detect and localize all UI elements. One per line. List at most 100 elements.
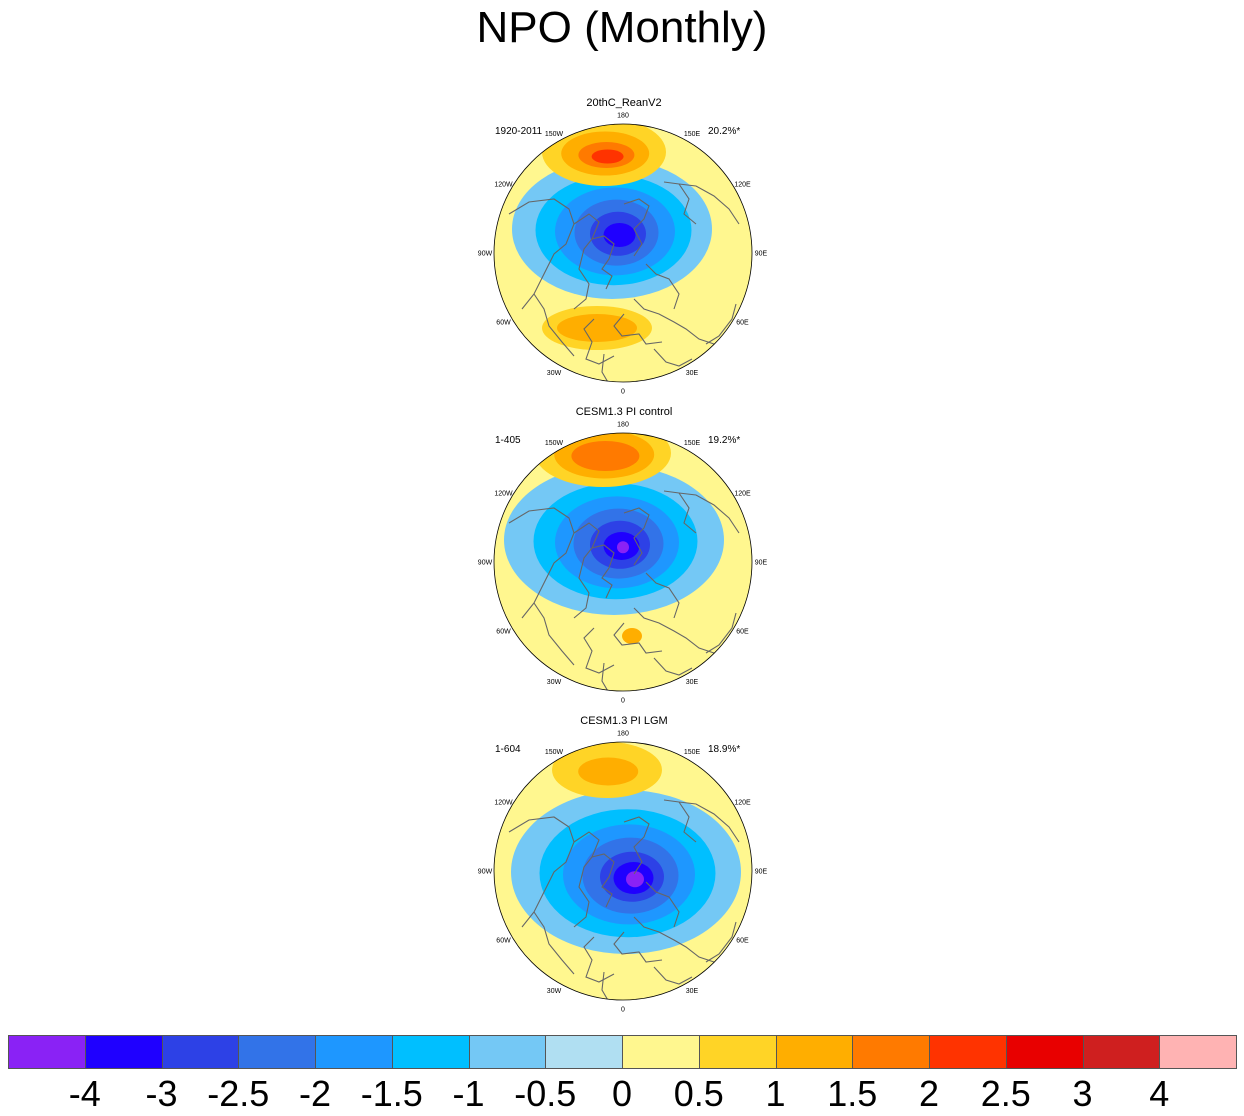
contour-neg--4: [617, 541, 629, 554]
colorbar-tick-label: 0.5: [673, 1073, 724, 1114]
colorbar-swatch: [545, 1035, 623, 1069]
panel-20thc-reanv2: 20thC_ReanV2 1920-2011 20.2%* 180 150E 120…: [474, 97, 774, 404]
colorbar-swatch: [852, 1035, 930, 1069]
panel-variance: 18.9%*: [708, 744, 741, 755]
longitude-label: 30W: [547, 370, 562, 377]
longitude-label: 150E: [684, 440, 701, 447]
coastline: [663, 490, 740, 534]
longitude-label: 60W: [496, 320, 511, 327]
map-boundary: [493, 741, 753, 1001]
longitude-label: 30E: [686, 370, 699, 377]
colorbar-tick-label: -0.5: [514, 1073, 577, 1114]
longitude-label: 120W: [494, 491, 513, 498]
colorbar-swatch: [622, 1035, 700, 1069]
longitude-label: 60E: [736, 320, 749, 327]
coastline: [573, 213, 600, 310]
coastline: [573, 522, 600, 619]
panel-cesm-pi-control: CESM1.3 PI control 1-405 19.2%* 180 150E 1…: [474, 406, 774, 713]
longitude-label: 150E: [684, 131, 701, 138]
panel-variance: 20.2%*: [708, 126, 741, 137]
longitude-label: 90W: [478, 560, 493, 567]
colorbar: [8, 1035, 1237, 1069]
longitude-label: 0: [621, 1007, 625, 1014]
panel-period: 1-405: [495, 435, 521, 446]
coastline: [623, 507, 650, 566]
coastline: [645, 881, 680, 928]
longitude-label: 120E: [734, 800, 751, 807]
colorbar-swatch: [1005, 1035, 1084, 1069]
longitude-label: 60E: [736, 938, 749, 945]
colorbar-tick-label: -4: [68, 1073, 101, 1114]
longitude-label: 30E: [686, 679, 699, 686]
polar-map: 180 150E 120E 90E 60E 30E 0 30W 60W 90W 120W 150W: [478, 731, 768, 1014]
coastline: [705, 303, 737, 345]
colorbar-tick-label: 4: [1149, 1073, 1170, 1114]
coastline: [645, 572, 680, 619]
coastline: [653, 657, 693, 676]
contour-field: [508, 742, 741, 1000]
coastline: [583, 936, 615, 983]
longitude-label: 60W: [496, 938, 511, 945]
colorbar-tick-label: -1: [452, 1073, 485, 1114]
colorbar-tick-label: 2.5: [980, 1073, 1031, 1114]
panel-period: 1-604: [495, 744, 521, 755]
longitude-label: 30E: [686, 988, 699, 995]
longitude-label: 0: [621, 389, 625, 396]
coastline: [645, 263, 680, 310]
coastline: [601, 353, 610, 382]
coastline: [633, 916, 715, 963]
coastline: [508, 198, 575, 310]
coastline: [623, 198, 650, 257]
coastline: [633, 298, 715, 345]
polar-map: 180 150E 120E 90E 60E 30E 0 30W 60W 90W 120W 150W: [478, 113, 768, 396]
figure-title: NPO (Monthly): [476, 3, 768, 52]
coastline: [601, 662, 610, 691]
colorbar-swatch: [468, 1035, 547, 1069]
panel-period: 1920-2011: [495, 126, 543, 137]
longitude-label: 150W: [545, 131, 564, 138]
coastline: [613, 931, 663, 963]
colorbar-tick-label: -1.5: [360, 1073, 423, 1114]
coastline: [653, 966, 693, 985]
panel-title: CESM1.3 PI control: [575, 406, 673, 418]
panel-variance: 19.2%*: [708, 435, 741, 446]
longitude-label: 120E: [734, 182, 751, 189]
colorbar-swatch: [315, 1035, 393, 1069]
colorbar-swatch: [391, 1035, 470, 1069]
coastline: [705, 921, 737, 963]
longitude-label: 60W: [496, 629, 511, 636]
longitude-label: 90E: [755, 560, 768, 567]
coastline: [533, 293, 575, 357]
longitude-label: 30W: [547, 988, 562, 995]
coastline: [678, 183, 697, 225]
coastline: [591, 544, 615, 599]
map-boundary: [493, 432, 753, 692]
colorbar-swatch: [929, 1035, 1007, 1069]
panel-title: 20thC_ReanV2: [586, 97, 662, 109]
coastline: [583, 318, 615, 365]
coastline: [663, 799, 740, 843]
coastline: [705, 612, 737, 654]
coastline: [613, 622, 663, 654]
longitude-label: 90W: [478, 869, 493, 876]
coastline: [663, 181, 740, 225]
longitude-label: 180: [617, 731, 629, 738]
colorbar-tick-label: 0: [611, 1073, 633, 1114]
colorbar-tick-label: 1: [765, 1073, 786, 1114]
colorbar-swatch: [698, 1035, 777, 1069]
longitude-label: 90E: [755, 251, 768, 258]
contour-field: [508, 124, 740, 382]
coastline: [633, 607, 715, 654]
coastline: [678, 492, 697, 534]
colorbar-swatch: [8, 1035, 86, 1069]
colorbar-swatch: [84, 1035, 163, 1069]
longitude-label: 120E: [734, 491, 751, 498]
colorbar-tick-label: 1.5: [827, 1073, 878, 1114]
colorbar-swatch: [238, 1035, 316, 1069]
colorbar-tick-label: 3: [1072, 1073, 1093, 1114]
longitude-label: 150E: [684, 749, 701, 756]
colorbar-swatch: [161, 1035, 240, 1069]
longitude-label: 180: [617, 113, 629, 120]
coastline: [533, 602, 575, 666]
longitude-label: 150W: [545, 440, 564, 447]
